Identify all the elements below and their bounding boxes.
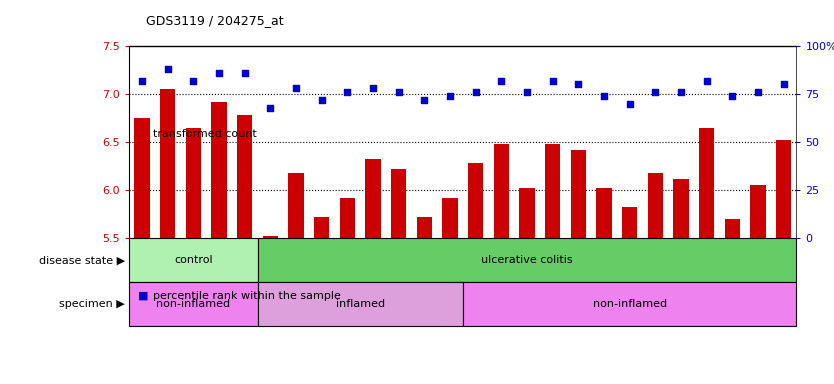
Bar [545,144,560,238]
Bar [263,236,278,238]
Bar [751,185,766,238]
Point [649,89,662,95]
Point [700,78,713,84]
Bar [494,144,509,238]
Bar [237,115,253,238]
Bar [725,219,740,238]
Bar [129,282,258,326]
Bar [391,169,406,238]
Point [161,66,174,72]
Point [392,89,405,95]
Point [238,70,251,76]
Point [213,70,226,76]
Point [469,89,482,95]
Text: non-inflamed: non-inflamed [156,299,230,310]
Text: transformed count: transformed count [153,129,256,139]
Text: non-inflamed: non-inflamed [593,299,666,310]
Bar [339,198,355,238]
Point [264,104,277,111]
Bar [160,89,175,238]
Point [444,93,457,99]
Bar [463,282,796,326]
Point [289,85,303,91]
Bar [776,140,791,238]
Text: ■: ■ [138,129,148,139]
Text: percentile rank within the sample: percentile rank within the sample [153,291,340,301]
Bar [365,159,381,238]
Text: inflamed: inflamed [335,299,384,310]
Point [418,97,431,103]
Point [546,78,560,84]
Text: control: control [174,255,213,265]
Text: ■: ■ [138,291,148,301]
Bar [289,173,304,238]
Bar [520,188,535,238]
Point [315,97,329,103]
Point [777,81,791,88]
Point [341,89,354,95]
Bar [211,102,227,238]
Bar [596,188,611,238]
Text: ulcerative colitis: ulcerative colitis [481,255,573,265]
Bar [699,127,715,238]
Bar [570,150,586,238]
Bar [186,127,201,238]
Text: GDS3119 / 204275_at: GDS3119 / 204275_at [146,14,284,27]
Bar [134,118,150,238]
Point [495,78,508,84]
Bar [673,179,689,238]
Point [597,93,610,99]
Bar [258,282,463,326]
Bar [314,217,329,238]
Point [751,89,765,95]
Point [571,81,585,88]
Point [187,78,200,84]
Point [623,101,636,107]
Point [366,85,379,91]
Point [135,78,148,84]
Text: disease state ▶: disease state ▶ [39,255,125,265]
Bar [417,217,432,238]
Point [675,89,688,95]
Point [520,89,534,95]
Point [726,93,739,99]
Bar [129,238,258,282]
Text: specimen ▶: specimen ▶ [59,299,125,310]
Bar [468,163,484,238]
Bar [648,173,663,238]
Bar [258,238,796,282]
Bar [442,198,458,238]
Bar [622,207,637,238]
